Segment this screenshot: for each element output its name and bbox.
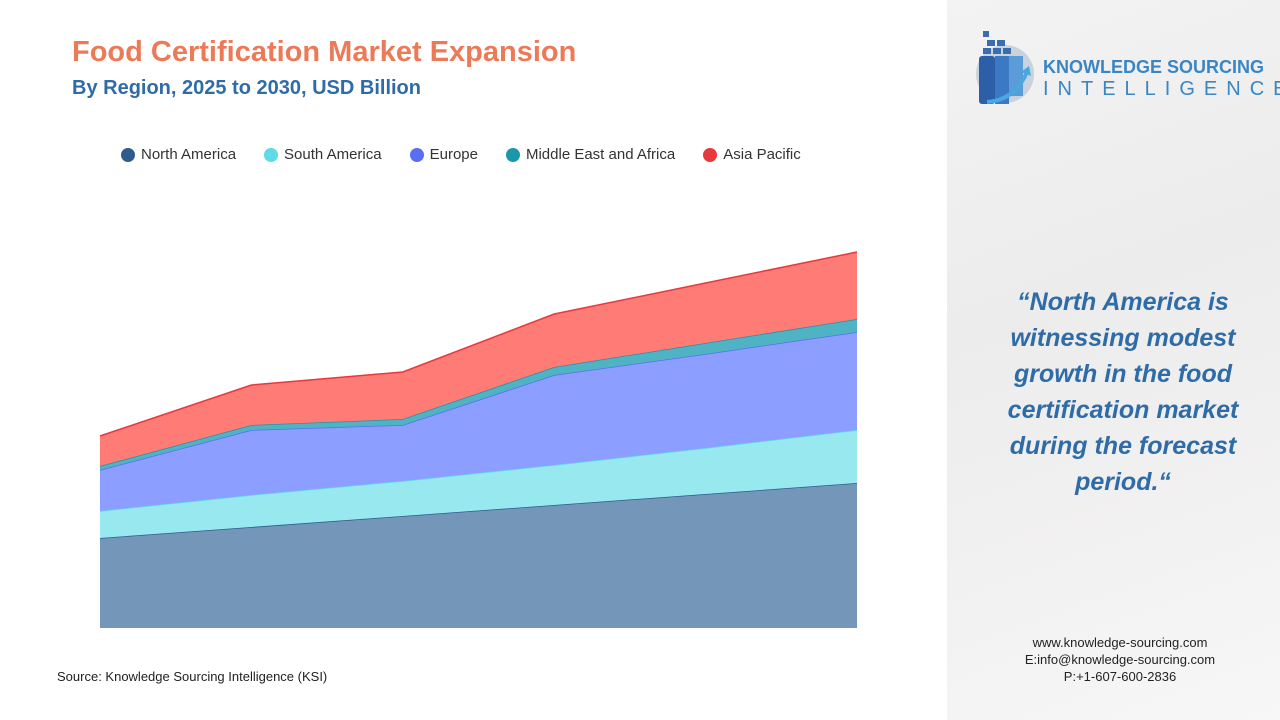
area-south-america: [100, 430, 857, 538]
legend-marker: [121, 147, 135, 162]
quote-text: “North America is witnessing modest grow…: [1007, 288, 1239, 496]
source-note: Source: Knowledge Sourcing Intelligence …: [57, 669, 328, 684]
legend-label: Middle East and Africa: [525, 146, 676, 163]
chart-subtitle: By Region, 2025 to 2030, USD Billion: [72, 77, 421, 99]
legend-label: North America: [141, 146, 237, 163]
legend-marker: [409, 147, 424, 162]
logo-text: KNOWLEDGE SOURCING: [1043, 57, 1265, 77]
contact-info: www.knowledge-sourcing.com E:info@knowle…: [1000, 634, 1240, 685]
legend-label: Asia Pacific: [723, 146, 801, 163]
legend-item-south-america: South America: [264, 146, 382, 163]
area-middle-east-and-africa: [100, 319, 857, 470]
area-asia-pacific: [100, 252, 857, 466]
stacked-area-chart: [99, 251, 858, 628]
legend-item-europe: Europe: [409, 146, 478, 163]
legend-marker: [264, 147, 279, 162]
legend-marker: [505, 147, 520, 162]
legend: North America South America Europe Middl…: [121, 146, 801, 163]
phone-text: P:+1-607-600-2836: [1063, 669, 1177, 684]
legend-marker: [703, 147, 718, 162]
legend-item-asia-pacific: Asia Pacific: [703, 146, 801, 163]
area-europe: [100, 332, 857, 511]
ksi-logo-icon: [976, 31, 1034, 104]
legend-item-north-america: North America: [121, 146, 236, 163]
logo-text: INTELLIGENCE: [1043, 78, 1280, 100]
line-asia-pacific: [99, 251, 858, 437]
legend-item-middle-east-africa: Middle East and Africa: [505, 146, 676, 163]
area-north-america: [100, 483, 857, 628]
website-link[interactable]: www.knowledge-sourcing.com: [1032, 635, 1208, 650]
side-panel: [947, 0, 1280, 720]
chart-title: Food Certification Market Expansion: [72, 36, 577, 68]
email-link[interactable]: E:info@knowledge-sourcing.com: [1024, 652, 1216, 667]
legend-label: Europe: [429, 146, 478, 163]
legend-label: South America: [284, 146, 382, 163]
